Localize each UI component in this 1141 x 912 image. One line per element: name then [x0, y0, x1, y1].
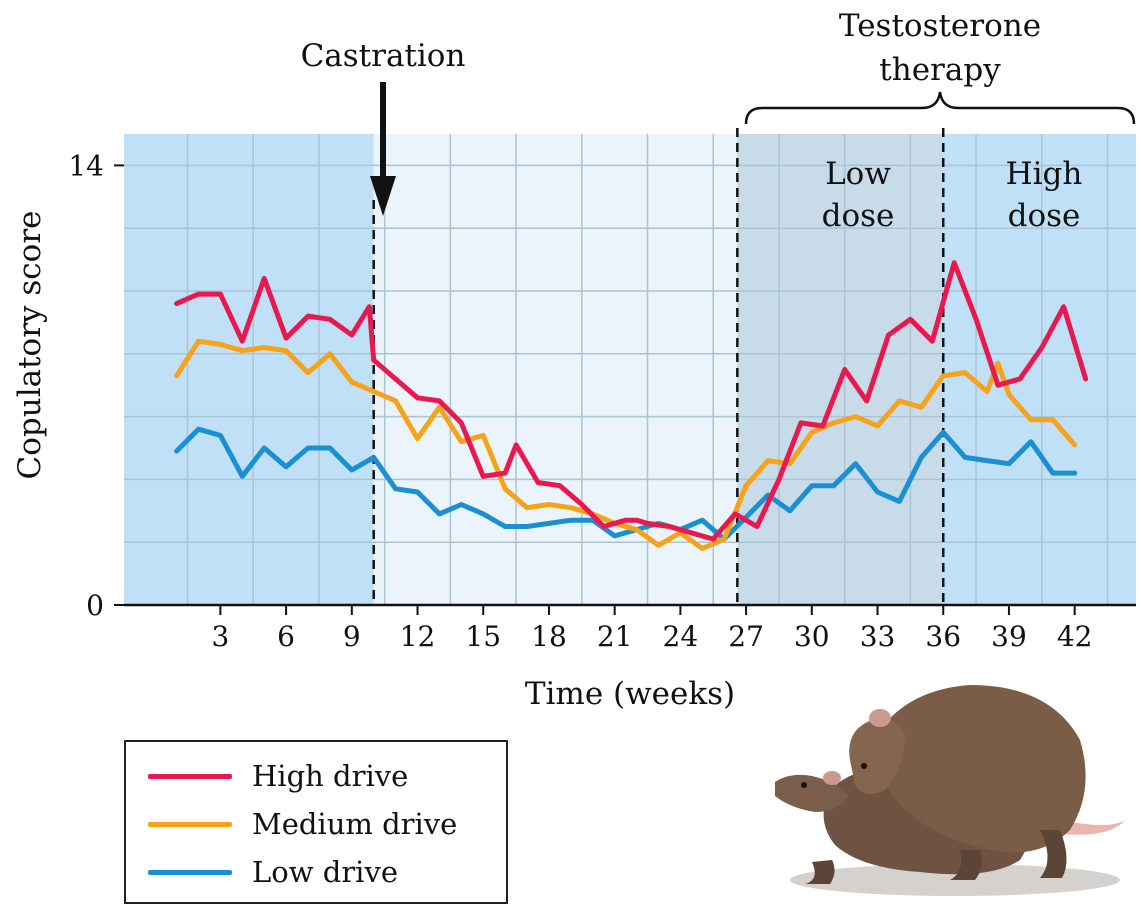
- x-tick-label: 18: [531, 620, 567, 653]
- legend-label-medium-drive: Medium drive: [252, 807, 458, 841]
- y-axis-label: Copulatory score: [12, 211, 48, 480]
- x-axis-label: Time (weeks): [525, 676, 735, 712]
- therapy-label-line2: therapy: [879, 52, 1001, 88]
- legend-swatch-high-drive: [148, 773, 232, 779]
- legend-swatch-low-drive: [148, 869, 232, 875]
- series-line-low-drive: [174, 426, 1078, 542]
- x-tick-label: 24: [663, 620, 699, 653]
- x-tick-label: 12: [400, 620, 436, 653]
- legend-swatch-medium-drive: [148, 821, 232, 827]
- rats-illustration: [775, 685, 1125, 896]
- phase-band-2: [737, 134, 944, 605]
- legend-label-high-drive: High drive: [252, 759, 409, 793]
- x-tick-label: 42: [1057, 620, 1093, 653]
- castration-arrow-icon: [370, 82, 396, 216]
- x-tick-label: 27: [728, 620, 764, 653]
- high-dose-label-line1: High: [1006, 156, 1083, 192]
- x-tick-label: 33: [860, 620, 896, 653]
- legend-entry-medium-drive: Medium drive: [148, 804, 457, 844]
- series-line-high-drive: [174, 260, 1089, 542]
- series-line-medium-drive: [174, 338, 1078, 551]
- legend: High drive Medium drive Low drive: [124, 740, 508, 904]
- phase-band-0: [124, 134, 374, 605]
- high-dose-label-line2: dose: [1008, 198, 1081, 234]
- castration-label: Castration: [301, 38, 466, 74]
- x-tick-label: 6: [277, 620, 295, 653]
- y-tick-label: 14: [68, 149, 104, 182]
- x-tick-label: 15: [465, 620, 501, 653]
- therapy-label-line1: Testosterone: [839, 8, 1041, 44]
- x-tick-label: 3: [211, 620, 229, 653]
- therapy-bracket-icon: [744, 91, 1136, 125]
- y-tick-label: 0: [86, 589, 104, 622]
- x-tick-label: 39: [991, 620, 1027, 653]
- x-tick-label: 36: [925, 620, 961, 653]
- low-dose-label-line2: dose: [822, 198, 895, 234]
- x-tick-label: 9: [343, 620, 361, 653]
- legend-entry-high-drive: High drive: [148, 756, 408, 796]
- legend-entry-low-drive: Low drive: [148, 852, 398, 892]
- legend-label-low-drive: Low drive: [252, 855, 399, 889]
- low-dose-label-line1: Low: [825, 156, 891, 192]
- x-tick-label: 30: [794, 620, 830, 653]
- x-tick-label: 21: [597, 620, 633, 653]
